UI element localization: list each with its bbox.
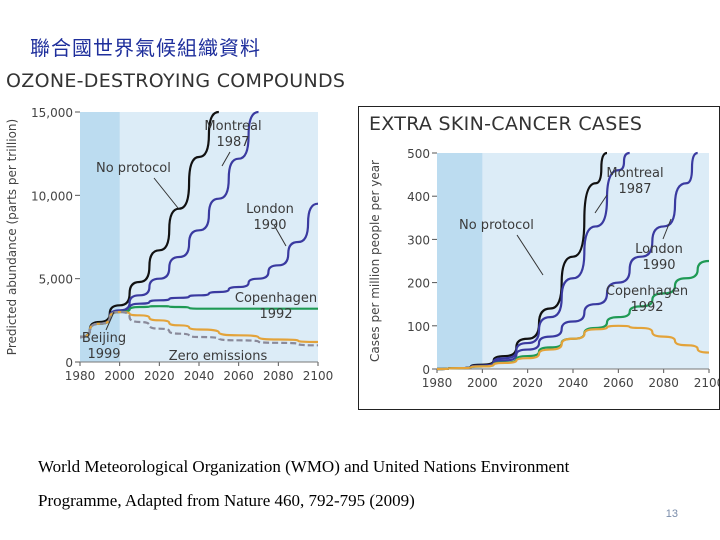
x-tick-label: 2080: [648, 376, 679, 390]
page-number: 13: [665, 508, 678, 520]
series-label-copenhagen: Copenhagen: [235, 291, 317, 306]
cancer-chart-title: EXTRA SKIN-CANCER CASES: [369, 113, 643, 135]
series-label-beijing: Beijing: [82, 331, 126, 346]
label-pointer: [273, 224, 287, 247]
series-label-london: 1990: [642, 258, 675, 273]
series-label-montreal: Montreal: [204, 119, 261, 134]
x-tick-label: 1980: [65, 369, 96, 383]
slide-title: 聯合國世界氣候組織資料: [30, 36, 261, 60]
y-tick-label: 400: [407, 190, 430, 204]
y-axis-label: Predicted abundance (parts per trillion): [5, 119, 19, 355]
ozone-chart-panel: OZONE-DESTROYING COMPOUNDS Predicted abu…: [0, 68, 358, 390]
label-pointer: [662, 218, 672, 240]
label-pointer: [594, 194, 608, 214]
x-tick-label: 2080: [263, 369, 294, 383]
label-pointer: [221, 151, 231, 167]
caption-line-1: World Meteorological Organization (WMO) …: [38, 457, 570, 476]
series-label-london: London: [635, 242, 683, 257]
y-tick-label: 5,000: [39, 273, 73, 287]
ozone-chart-svg: Predicted abundance (parts per trillion)…: [5, 106, 334, 383]
series-line-zero: [80, 310, 318, 347]
caption-line-2: Programme, Adapted from Nature 460, 792-…: [38, 491, 415, 510]
x-tick-label: 2020: [512, 376, 543, 390]
series-label-copenhagen: Copenhagen: [606, 284, 688, 299]
y-tick-label: 10,000: [31, 189, 73, 203]
y-tick-label: 0: [65, 356, 73, 370]
series-label-beijing: 1999: [87, 347, 120, 362]
series-label-montreal: 1987: [216, 135, 249, 150]
label-pointer: [516, 234, 544, 276]
series-label-copenhagen: 1992: [259, 307, 292, 322]
series-line-no-protocol: [80, 110, 219, 339]
cancer-chart-svg: Cases per million people per year 0 100 200…: [368, 147, 720, 390]
x-tick-label: 2100: [694, 376, 719, 390]
y-tick-label: 0: [422, 363, 430, 377]
x-tick-label: 2060: [223, 369, 254, 383]
series-label-montreal: Montreal: [606, 166, 663, 181]
series-label-london: London: [246, 202, 294, 217]
label-pointer: [153, 177, 179, 209]
plot-background: [437, 153, 709, 369]
observed-period-band: [80, 112, 120, 362]
y-axis-label: Cases per million people per year: [368, 160, 382, 362]
x-tick-label: 2000: [104, 369, 135, 383]
label-pointer: [105, 311, 115, 331]
series-label-london: 1990: [253, 218, 286, 233]
cancer-chart-panel: EXTRA SKIN-CANCER CASES Cases per millio…: [358, 106, 720, 410]
y-tick-label: 100: [407, 320, 430, 334]
observed-period-band: [437, 153, 483, 369]
y-tick-label: 200: [407, 277, 430, 291]
x-tick-label: 2040: [184, 369, 215, 383]
x-tick-label: 2040: [558, 376, 589, 390]
series-label-no-protocol: No protocol: [96, 161, 171, 176]
x-tick-label: 2060: [603, 376, 634, 390]
y-tick-label: 500: [407, 147, 430, 161]
series-label-zero: Zero emissions: [169, 349, 268, 364]
series-label-montreal: 1987: [618, 182, 651, 197]
series-label-no-protocol: No protocol: [459, 218, 534, 233]
series-label-copenhagen: 1992: [630, 300, 663, 315]
x-tick-label: 2020: [144, 369, 175, 383]
x-tick-label: 1980: [422, 376, 453, 390]
y-tick-label: 300: [407, 233, 430, 247]
ozone-chart-title: OZONE-DESTROYING COMPOUNDS: [6, 70, 346, 92]
x-tick-label: 2000: [467, 376, 498, 390]
y-tick-label: 15,000: [31, 106, 73, 120]
x-tick-label: 2100: [303, 369, 334, 383]
source-caption: World Meteorological Organization (WMO) …: [38, 450, 698, 518]
series-line-beijing: [437, 324, 709, 371]
